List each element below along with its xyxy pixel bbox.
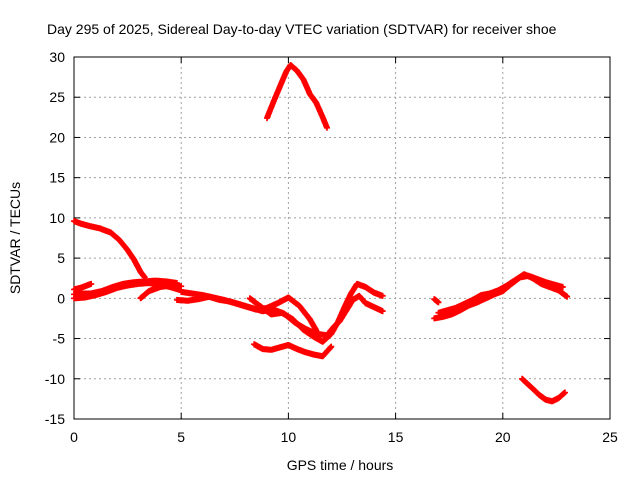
- series-markers: [137, 282, 185, 302]
- data-points: [71, 62, 571, 405]
- x-tick-label: 10: [281, 429, 297, 445]
- x-tick-label: 5: [177, 429, 185, 445]
- series-markers: [71, 218, 148, 281]
- y-axis-label: SDTVAR / TECUs: [7, 182, 23, 294]
- series-arc-12: [431, 296, 442, 306]
- y-tick-label: -10: [45, 371, 65, 387]
- y-tick-label: 30: [49, 49, 65, 65]
- series-arc-9: [324, 292, 386, 339]
- series-arc-14: [435, 271, 571, 316]
- series-arc-11: [264, 62, 330, 131]
- series-arc-5: [137, 282, 185, 302]
- y-tick-label: 5: [57, 250, 65, 266]
- x-axis-label: GPS time / hours: [287, 457, 394, 473]
- y-tick-label: -5: [53, 331, 66, 347]
- series-markers: [431, 272, 566, 322]
- series-markers: [264, 62, 330, 131]
- y-tick-label: 15: [49, 170, 65, 186]
- y-tick-label: 0: [57, 290, 65, 306]
- series-markers: [251, 341, 335, 360]
- plot-frame: [73, 56, 611, 420]
- x-tick-label: 25: [602, 429, 618, 445]
- y-tick-label: -15: [45, 411, 65, 427]
- series-markers: [519, 375, 568, 405]
- y-tick-label: 25: [49, 89, 65, 105]
- series-arc-8: [246, 280, 386, 345]
- series-markers: [435, 271, 571, 316]
- grid-lines: [74, 57, 610, 419]
- chart-title: Day 295 of 2025, Sidereal Day-to-day VTE…: [47, 21, 557, 37]
- series-arc-10: [251, 341, 335, 360]
- series-arc-3: [71, 280, 95, 293]
- series-markers: [246, 280, 386, 345]
- x-tick-label: 15: [388, 429, 404, 445]
- series-arc-1: [71, 218, 148, 281]
- series-markers: [71, 280, 95, 293]
- axis-ticks: 0 5 10 15 20 25 -15 -10 -5 0 5 10 15 20 25 30: [45, 49, 618, 445]
- series-markers: [431, 296, 442, 306]
- x-tick-label: 20: [495, 429, 511, 445]
- y-tick-label: 20: [49, 129, 65, 145]
- series-arc-15: [519, 375, 568, 405]
- y-tick-label: 10: [49, 210, 65, 226]
- x-tick-label: 0: [70, 429, 78, 445]
- series-markers: [324, 292, 386, 339]
- series-arc-13: [431, 272, 566, 322]
